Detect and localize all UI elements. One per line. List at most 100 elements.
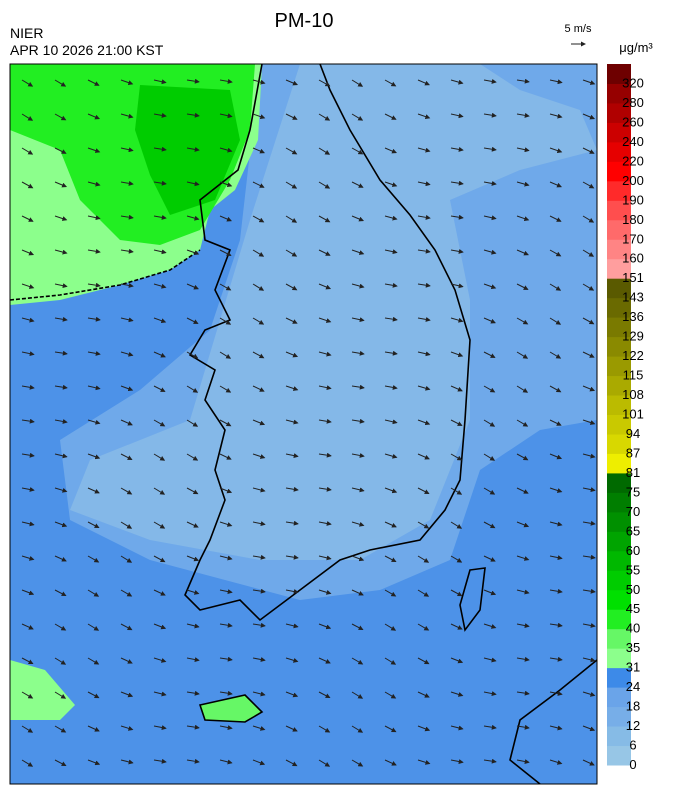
wind-arrow [351, 657, 364, 665]
colorbar-segment [607, 375, 631, 396]
wind-arrow [87, 79, 100, 86]
wind-arrow [417, 282, 431, 288]
wind-arrow [516, 181, 530, 187]
wind-arrow [483, 521, 496, 529]
wind-arrow [219, 453, 232, 460]
wind-arrow [120, 759, 134, 765]
wind-arrow [549, 725, 563, 731]
title: PM-10 [275, 10, 334, 32]
wind-arrow [549, 588, 563, 594]
wind-arrow [153, 385, 166, 392]
wind-arrow [120, 317, 134, 323]
wind-arrow [252, 521, 266, 527]
wind-arrow [120, 180, 134, 186]
wind-arrow [450, 419, 463, 426]
wind-arrow [549, 79, 563, 85]
wind-arrow [582, 657, 596, 663]
colorbar-segment [607, 726, 631, 747]
wind-arrow [153, 283, 167, 289]
wind-arrow [483, 146, 497, 152]
wind-arrow [351, 555, 365, 562]
wind-arrow [21, 283, 35, 289]
colorbar-label: 108 [622, 387, 644, 402]
wind-arrow [516, 317, 529, 325]
wind-arrow [516, 215, 530, 222]
wind-arrow [384, 350, 398, 356]
colorbar-segment [607, 83, 631, 104]
map-frame [9, 63, 598, 785]
wind-arrow [483, 453, 496, 461]
wind-arrow [252, 622, 266, 628]
wind-arrow [54, 316, 68, 322]
wind-arrow [219, 521, 233, 527]
colorbar-label: 12 [626, 718, 640, 733]
wind-arrow [153, 555, 166, 563]
colorbar-segment [607, 492, 631, 513]
wind-arrow [252, 283, 265, 291]
wind-arrow [87, 589, 100, 597]
wind-arrow [54, 113, 67, 121]
colorbar-label: 75 [626, 484, 640, 499]
wind-arrow [483, 385, 496, 393]
wind-arrow [153, 351, 166, 358]
wind-arrow [153, 249, 167, 255]
wind-arrow [483, 78, 497, 84]
wind-arrow [87, 555, 100, 563]
colorbar-label: 55 [626, 562, 640, 577]
wind-arrow [219, 249, 232, 256]
wind-arrow [54, 283, 68, 289]
colorbar-segment [607, 706, 631, 727]
wind-arrow [285, 520, 299, 526]
field-green-dark [135, 85, 240, 215]
wind-arrow [549, 113, 563, 119]
wind-arrow [153, 691, 167, 697]
wind-arrow [450, 589, 463, 597]
wind-arrow [351, 283, 365, 289]
wind-arrow [219, 147, 233, 153]
wind-arrow [252, 385, 265, 392]
wind-arrow [120, 385, 134, 392]
wind-arrow [87, 623, 100, 631]
colorbar-label: 24 [626, 679, 640, 694]
colorbar-label: 160 [622, 251, 644, 266]
wind-arrow [285, 113, 298, 120]
colorbar-label: 45 [626, 601, 640, 616]
wind-arrow [384, 316, 398, 322]
wind-arrow [87, 419, 101, 425]
wind-arrow [285, 351, 299, 358]
wind-arrow [582, 317, 595, 325]
wind-arrow [384, 384, 398, 390]
wind-arrow [417, 589, 430, 597]
wind-arrow [87, 453, 101, 460]
colorbar-segment [607, 200, 631, 221]
wind-arrow [21, 181, 34, 189]
wind-arrow [153, 521, 166, 529]
wind-arrow [120, 521, 133, 529]
colorbar-segment [607, 648, 631, 669]
wind-arrow [285, 759, 298, 767]
wind-arrow [450, 248, 464, 254]
wind-arrow [582, 554, 596, 560]
wind-arrow [252, 215, 265, 223]
colorbar-segment [607, 258, 631, 279]
wind-arrow [219, 283, 232, 291]
wind-arrow [153, 180, 167, 186]
wind-arrow [186, 78, 200, 84]
wind-arrow [21, 521, 35, 527]
wind-arrow [384, 249, 398, 255]
wind-arrow [252, 419, 266, 426]
wind-arrow [87, 521, 100, 528]
wind-arrow [318, 418, 332, 424]
wind-arrow [285, 623, 299, 629]
colorbar-label: 18 [626, 699, 640, 714]
colorbar-label: 65 [626, 523, 640, 538]
wind-arrow [21, 249, 35, 256]
wind-arrow [384, 79, 397, 87]
wind-arrow [417, 555, 430, 563]
wind-arrow [87, 657, 100, 665]
wind-arrow [582, 419, 596, 425]
wind-arrow [549, 419, 562, 426]
wind-arrow [384, 181, 398, 187]
wind-arrow [417, 657, 430, 665]
wind-arrow [417, 316, 431, 322]
